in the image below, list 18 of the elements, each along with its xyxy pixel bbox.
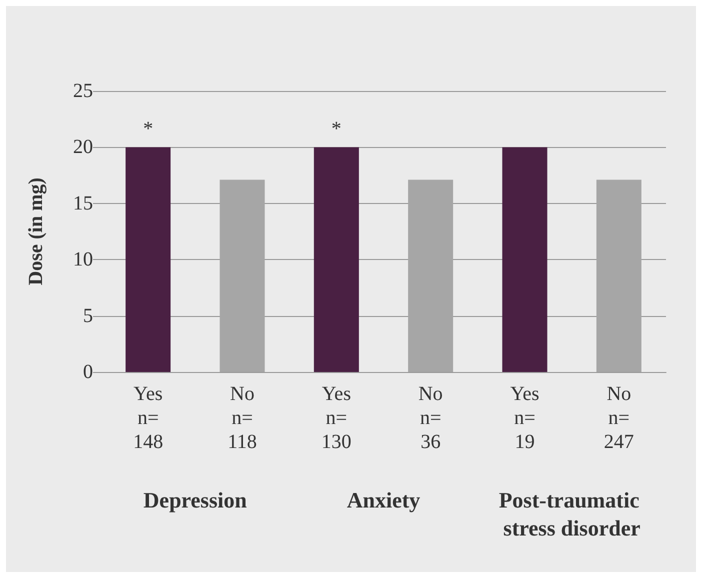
text: Post-traumatic stress disorder bbox=[498, 488, 645, 540]
y-tick-label: 15 bbox=[73, 192, 93, 214]
y-tick-label: 5 bbox=[83, 304, 93, 327]
y-axis-title: Dose (in mg) bbox=[25, 178, 47, 286]
text: Depression bbox=[143, 488, 247, 512]
y-tick-label: 25 bbox=[73, 80, 93, 102]
y-tick-label: 20 bbox=[73, 136, 93, 158]
x-tick-label: Yes n= 148 bbox=[133, 383, 164, 453]
y-tick-label: 10 bbox=[73, 248, 93, 271]
x-tick-label: Yes n= 130 bbox=[321, 383, 352, 453]
annotation: * bbox=[331, 118, 342, 140]
x-tick-label: No n= 118 bbox=[228, 383, 257, 453]
x-tick-label: No n= 247 bbox=[604, 383, 634, 453]
x-tick-label: No n= 36 bbox=[418, 383, 443, 453]
y-tick-label: 0 bbox=[83, 361, 93, 383]
x-tick-label: Yes n= 19 bbox=[510, 383, 540, 453]
text: Anxiety bbox=[346, 488, 420, 512]
annotation: * bbox=[143, 118, 154, 140]
